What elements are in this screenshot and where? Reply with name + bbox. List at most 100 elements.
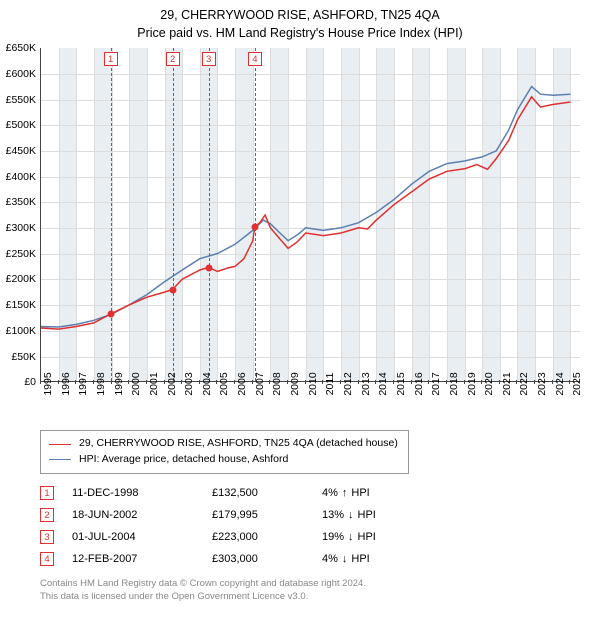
sale-index-box: 1 — [40, 486, 54, 500]
sale-row: 301-JUL-2004£223,00019%↓HPI — [40, 526, 600, 548]
y-axis-label: £500K — [6, 119, 36, 131]
y-axis-label: £600K — [6, 68, 36, 80]
x-axis-label: 2016 — [411, 373, 425, 396]
y-tick — [40, 100, 41, 101]
y-tick — [40, 254, 41, 255]
sale-marker-dot — [107, 311, 114, 318]
x-axis-label: 2023 — [534, 373, 548, 396]
sale-diff: 4% ↓HPI — [322, 553, 370, 565]
sale-date: 11-DEC-1998 — [72, 487, 212, 499]
legend-label-property: 29, CHERRYWOOD RISE, ASHFORD, TN25 4QA (… — [79, 436, 398, 452]
y-axis-label: £50K — [11, 351, 36, 363]
x-axis-label: 2001 — [146, 373, 160, 396]
chart-legend: 29, CHERRYWOOD RISE, ASHFORD, TN25 4QA (… — [40, 430, 409, 474]
sale-row: 2 18-JUN-2002£179,99513% ↓ HPI — [40, 504, 600, 526]
sale-marker-line — [209, 48, 210, 381]
x-axis-label: 2011 — [322, 373, 336, 396]
sale-marker-box: 4 — [248, 52, 262, 66]
sale-diff-label: HPI — [358, 531, 376, 543]
legend-swatch-hpi — [49, 459, 71, 460]
sale-marker-box: 1 — [104, 52, 118, 66]
x-axis-label: 1998 — [93, 373, 107, 396]
y-tick — [40, 279, 41, 280]
chart-svg — [41, 48, 580, 382]
x-axis-label: 2013 — [358, 373, 372, 396]
x-axis-label: 2017 — [428, 373, 442, 396]
y-axis-label: £150K — [6, 299, 36, 311]
y-axis-labels: £0£50K£100K£150K£200K£250K£300K£350K£400… — [0, 48, 38, 382]
sale-price: £132,500 — [212, 487, 322, 499]
sale-index-box: 4 — [40, 552, 54, 566]
y-tick — [40, 74, 41, 75]
footnote: Contains HM Land Registry data © Crown c… — [40, 578, 600, 604]
legend-row-hpi: HPI: Average price, detached house, Ashf… — [49, 452, 398, 468]
x-axis-label: 2005 — [216, 373, 230, 396]
x-axis-label: 1996 — [58, 373, 72, 396]
x-axis-label: 2020 — [481, 373, 495, 396]
y-tick — [40, 331, 41, 332]
sale-index-box: 3 — [40, 530, 54, 544]
sale-index-box: 2 — [40, 508, 54, 522]
footnote-line1: Contains HM Land Registry data © Crown c… — [40, 578, 600, 591]
sale-price: £223,000 — [212, 531, 322, 543]
sale-diff-pct: 13% — [322, 509, 344, 521]
sale-row: 111-DEC-1998£132,5004%↑HPI — [40, 482, 600, 504]
chart-plot: 1234 — [40, 48, 580, 382]
sale-marker-line — [111, 48, 112, 381]
arrow-down-icon: ↓ — [342, 553, 348, 565]
sale-marker-dot — [205, 264, 212, 271]
sale-diff-label: HPI — [351, 553, 369, 565]
arrow-down-icon: ↓ — [348, 531, 354, 543]
y-axis-label: £450K — [6, 145, 36, 157]
x-axis-label: 2022 — [516, 373, 530, 396]
sale-price: £303,000 — [212, 553, 322, 565]
x-axis-label: 1997 — [75, 373, 89, 396]
y-tick — [40, 202, 41, 203]
y-tick — [40, 151, 41, 152]
sale-marker-dot — [251, 223, 258, 230]
x-axis-label: 2000 — [128, 373, 142, 396]
y-tick — [40, 177, 41, 178]
x-axis-label: 2009 — [287, 373, 301, 396]
y-axis-label: £200K — [6, 273, 36, 285]
y-axis-label: £250K — [6, 248, 36, 260]
sale-diff-pct: 4% — [322, 553, 338, 565]
x-axis-label: 2003 — [181, 373, 195, 396]
y-tick — [40, 48, 41, 49]
sale-diff: 13% ↓ HPI — [322, 509, 376, 521]
sale-marker-box: 2 — [166, 52, 180, 66]
x-axis-label: 2006 — [234, 373, 248, 396]
sale-price: £179,995 — [212, 509, 322, 521]
arrow-down-icon: ↓ — [348, 509, 354, 521]
x-axis-label: 1999 — [111, 373, 125, 396]
x-axis-label: 2004 — [199, 373, 213, 396]
line-property — [41, 97, 570, 329]
x-axis-label: 2008 — [269, 373, 283, 396]
y-axis-label: £550K — [6, 94, 36, 106]
x-axis-label: 2018 — [446, 373, 460, 396]
x-axis-label: 2012 — [340, 373, 354, 396]
y-axis-label: £350K — [6, 196, 36, 208]
sale-date: 12-FEB-2007 — [72, 553, 212, 565]
x-axis-label: 2025 — [569, 373, 583, 396]
legend-swatch-property — [49, 444, 71, 445]
sale-diff: 19%↓HPI — [322, 531, 376, 543]
legend-row-property: 29, CHERRYWOOD RISE, ASHFORD, TN25 4QA (… — [49, 436, 398, 452]
x-axis-label: 1995 — [40, 373, 54, 396]
line-hpi — [41, 87, 570, 328]
sale-marker-line — [255, 48, 256, 381]
sale-diff-label: HPI — [358, 509, 376, 521]
sales-table: 1 11-DEC-1998£132,500 4% ↑ HPI 2 18-JUN-2002£1… — [40, 482, 600, 570]
footnote-line2: This data is licensed under the Open Gov… — [40, 591, 600, 604]
sale-date: 01-JUL-2004 — [72, 531, 212, 543]
title-line1: 29, CHERRYWOOD RISE, ASHFORD, TN25 4QA — [0, 6, 600, 24]
sale-date: 18-JUN-2002 — [72, 509, 212, 521]
arrow-up-icon: ↑ — [342, 487, 348, 499]
x-axis-label: 2024 — [552, 373, 566, 396]
chart-area: £0£50K£100K£150K£200K£250K£300K£350K£400… — [40, 48, 600, 422]
sale-marker-line — [173, 48, 174, 381]
x-axis-label: 2019 — [464, 373, 478, 396]
y-tick — [40, 305, 41, 306]
chart-title-block: 29, CHERRYWOOD RISE, ASHFORD, TN25 4QA P… — [0, 6, 600, 42]
y-tick — [40, 125, 41, 126]
